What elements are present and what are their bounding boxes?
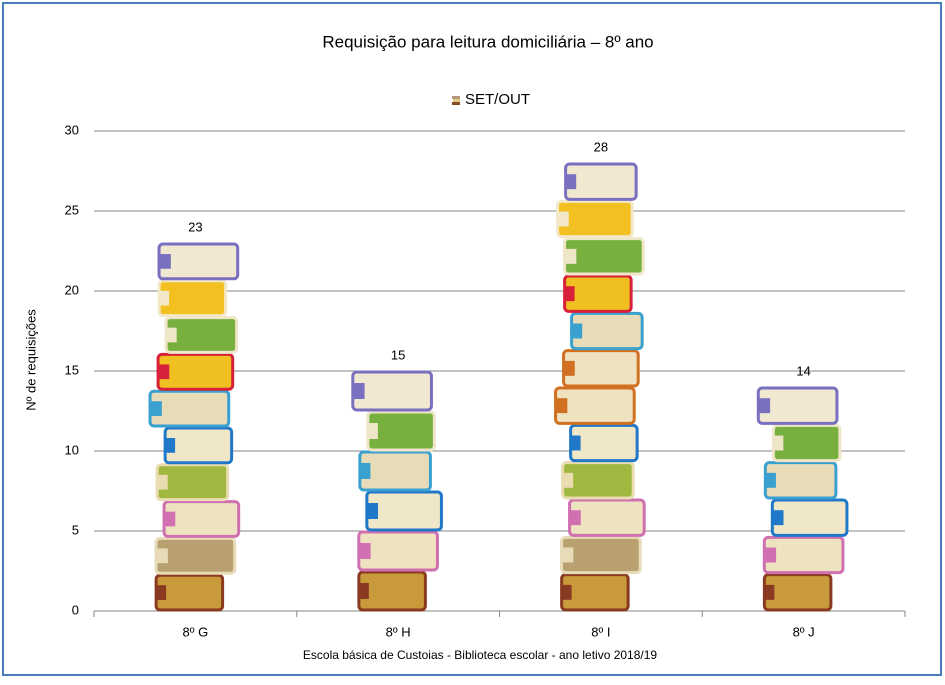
book-spine <box>164 511 176 527</box>
y-tick-label: 20 <box>65 282 79 297</box>
legend-icon <box>452 96 460 99</box>
bar <box>351 370 443 612</box>
book-spine <box>571 323 583 339</box>
x-tick-label: 8º J <box>793 624 815 639</box>
y-tick-label: 30 <box>65 122 79 137</box>
book-spine <box>564 286 575 302</box>
book-spine <box>158 364 170 380</box>
book-spine <box>359 463 371 479</box>
book-spine <box>557 211 569 227</box>
y-tick-label: 0 <box>72 602 79 617</box>
y-tick-label: 5 <box>72 522 79 537</box>
book-spine <box>570 435 581 451</box>
footer: Escola básica de Custoias - Biblioteca e… <box>303 648 658 662</box>
book-spine <box>772 510 784 526</box>
y-axis-label: Nº de requisições <box>23 309 38 411</box>
book-spine <box>773 435 784 451</box>
book-spine <box>366 503 379 519</box>
bar <box>148 242 241 612</box>
bar <box>756 386 849 612</box>
book-spine <box>358 583 369 599</box>
book-spine <box>150 401 162 416</box>
book-spine <box>157 474 168 490</box>
book-spine <box>561 584 572 600</box>
book-spine <box>565 174 577 190</box>
book-spine <box>758 398 771 414</box>
x-tick-label: 8º I <box>591 624 610 639</box>
y-tick-label: 15 <box>65 362 79 377</box>
legend: SET/OUT <box>452 91 530 108</box>
x-tick-label: 8º H <box>386 624 411 639</box>
value-label: 15 <box>391 347 405 362</box>
book-spine <box>562 472 574 488</box>
book-spine <box>156 548 168 564</box>
legend-label: SET/OUT <box>465 91 530 108</box>
book-spine <box>569 510 581 526</box>
book-spine <box>561 547 574 563</box>
book-spine <box>764 547 777 563</box>
book-spine <box>156 585 167 600</box>
y-tick-label: 10 <box>65 442 79 457</box>
y-tick-label: 25 <box>65 202 79 217</box>
book-spine <box>166 327 177 343</box>
book-spine <box>555 398 568 414</box>
book-spine <box>367 423 378 439</box>
book-spine <box>358 543 371 559</box>
book-spine <box>159 290 170 306</box>
value-label: 28 <box>594 139 608 154</box>
book-spine <box>765 472 776 488</box>
value-label: 14 <box>796 363 810 378</box>
value-label: 23 <box>188 219 202 234</box>
book-spine <box>563 360 575 376</box>
bar <box>554 162 646 612</box>
x-tick-label: 8º G <box>183 624 209 639</box>
book-spine <box>159 254 171 269</box>
book-spine <box>564 248 577 264</box>
legend-icon <box>453 99 460 102</box>
legend-icon <box>452 102 460 105</box>
chart-title: Requisição para leitura domiciliária – 8… <box>322 32 653 51</box>
book-spine <box>352 383 365 399</box>
book-spine <box>165 438 176 453</box>
book-spine <box>764 584 775 600</box>
